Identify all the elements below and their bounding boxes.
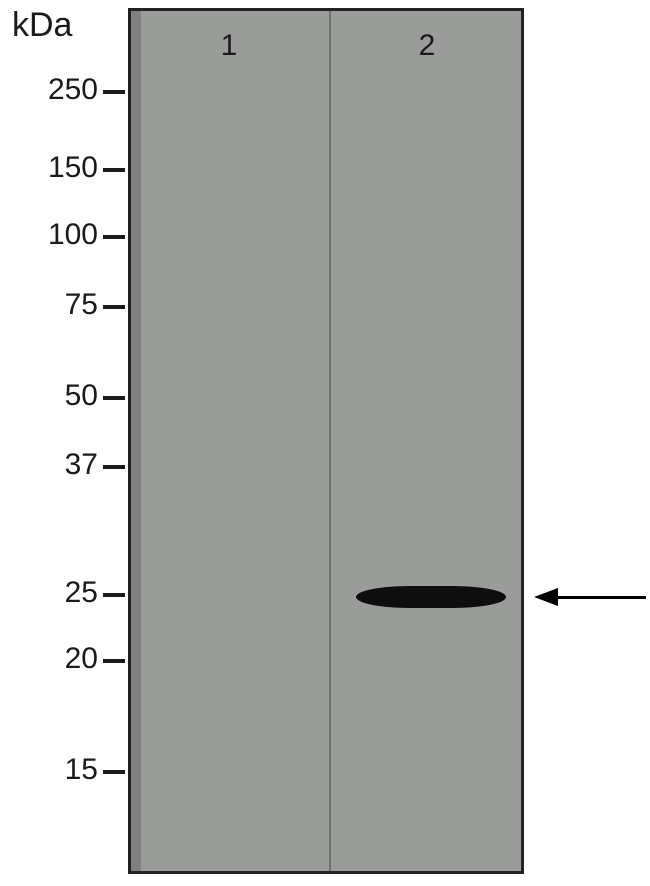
western-blot-figure: kDa25015010075503725201512 [0,0,650,886]
mw-marker-label: 250 [48,73,98,107]
mw-marker-label: 37 [65,448,98,482]
mw-marker-tick [103,396,125,400]
mw-marker-tick [103,235,125,239]
mw-marker-tick [103,465,125,469]
protein-band [356,586,506,608]
mw-marker-label: 100 [48,218,98,252]
arrow-head-icon [534,588,558,606]
mw-marker-tick [103,659,125,663]
mw-marker-label: 25 [65,576,98,610]
mw-marker-tick [103,593,125,597]
mw-marker-tick [103,305,125,309]
lane-label: 2 [412,29,442,63]
y-axis-title: kDa [12,6,72,45]
mw-marker-label: 75 [65,288,98,322]
mw-marker-tick [103,90,125,94]
mw-marker-tick [103,168,125,172]
mw-marker-label: 20 [65,642,98,676]
mw-marker-tick [103,770,125,774]
lane-divider [329,11,331,871]
mw-marker-label: 150 [48,151,98,185]
lane-label: 1 [214,29,244,63]
mw-marker-label: 15 [65,753,98,787]
blot-left-shadow [131,11,141,871]
mw-marker-label: 50 [65,379,98,413]
arrow-shaft [558,596,646,599]
blot-membrane: 12 [128,8,524,874]
